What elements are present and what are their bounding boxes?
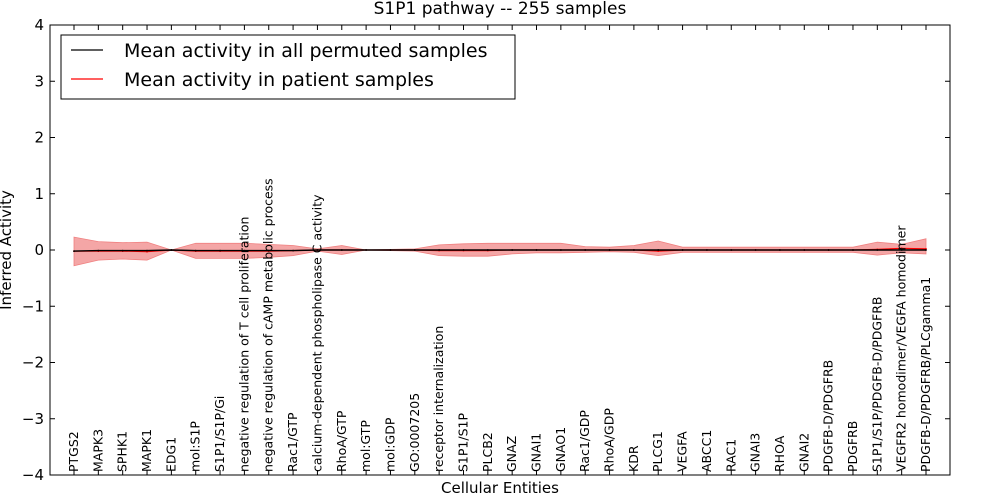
legend-label-patient: Mean activity in patient samples xyxy=(124,69,434,91)
y-tick-label: −3 xyxy=(22,410,44,428)
permuted-point-14 xyxy=(413,249,416,251)
x-tick-label: S1P1/S1P/Gi xyxy=(212,396,227,472)
y-tick-label: 4 xyxy=(34,16,44,34)
permuted-point-26 xyxy=(706,249,708,251)
permuted-point-17 xyxy=(486,249,489,251)
y-tick-label: 3 xyxy=(34,72,44,90)
x-tick-label: EDG1 xyxy=(163,437,178,472)
x-tick-label: PLCB2 xyxy=(480,432,495,472)
permuted-point-11 xyxy=(340,249,343,251)
x-tick-label: Rac1/GTP xyxy=(285,412,300,472)
permuted-point-3 xyxy=(146,249,148,252)
x-tick-label: GNAI1 xyxy=(529,433,544,472)
x-tick-label: GO:0007205 xyxy=(407,393,422,472)
y-tick-label: 1 xyxy=(34,185,44,203)
x-tick-label: Rac1/GDP xyxy=(577,410,592,472)
x-tick-label: negative regulation of T cell proliferat… xyxy=(236,217,251,472)
x-tick-label: GNAO1 xyxy=(553,427,568,472)
permuted-point-6 xyxy=(219,249,222,252)
y-tick-label: −4 xyxy=(22,466,44,484)
x-tick-label: VEGFA xyxy=(675,431,690,472)
x-tick-label: GNAI2 xyxy=(796,433,811,472)
chart-title: S1P1 pathway -- 255 samples xyxy=(374,0,627,19)
y-axis: −4 −3 −2 −1 0 1 2 3 4 xyxy=(22,16,950,484)
permuted-point-7 xyxy=(243,249,246,252)
permuted-point-19 xyxy=(535,249,538,251)
patient-point-34 xyxy=(900,247,903,250)
x-tick-label: RHOA xyxy=(772,435,787,472)
permuted-point-1 xyxy=(97,249,100,252)
x-tick-label: MAPK1 xyxy=(139,429,154,472)
permuted-point-23 xyxy=(633,249,635,251)
permuted-point-12 xyxy=(365,249,367,251)
permuted-point-2 xyxy=(121,249,124,252)
x-tick-label: KDR xyxy=(626,445,641,472)
permuted-point-0 xyxy=(73,250,75,253)
x-tick-label: negative regulation of cAMP metabolic pr… xyxy=(261,178,276,472)
permuted-point-29 xyxy=(779,249,781,251)
x-axis: PTGS2 MAPK3 SPHK1 MAPK1 EDG1 mol:S1P S1P1/S1P/… xyxy=(66,25,933,475)
permuted-point-27 xyxy=(730,249,733,251)
permuted-point-30 xyxy=(803,249,806,251)
legend-label-permuted: Mean activity in all permuted samples xyxy=(124,40,487,62)
x-tick-label: S1P1/S1P/PDGFB-D/PDGFRB xyxy=(869,297,884,473)
permuted-point-4 xyxy=(170,249,173,251)
permuted-point-8 xyxy=(267,249,270,252)
permuted-point-34 xyxy=(900,249,903,251)
permuted-point-31 xyxy=(827,249,830,251)
x-tick-label: mol:GDP xyxy=(383,417,398,472)
x-tick-label: receptor internalization xyxy=(431,326,446,472)
x-tick-label: PDGFB-D/PDGFRB xyxy=(821,360,836,472)
x-tick-label: GNAZ xyxy=(504,436,519,472)
x-tick-label: PDGFB-D/PDGFRB/PLCgamma1 xyxy=(918,277,933,472)
y-tick-label: 0 xyxy=(34,241,44,259)
permuted-point-35 xyxy=(925,249,927,251)
x-tick-label: ABCC1 xyxy=(699,430,714,472)
x-tick-label: calcium-dependent phospholipase C activi… xyxy=(309,194,324,472)
permuted-point-33 xyxy=(876,249,879,251)
x-tick-label: mol:GTP xyxy=(358,420,373,472)
legend-box xyxy=(60,34,516,100)
y-axis-label: Inferred Activity xyxy=(0,190,15,310)
x-axis-label: Cellular Entities xyxy=(441,479,559,497)
permuted-point-13 xyxy=(389,249,392,251)
permuted-point-32 xyxy=(852,249,854,251)
x-tick-label: RAC1 xyxy=(723,439,738,472)
permuted-point-5 xyxy=(194,249,197,252)
x-tick-label: VEGFR2 homodimer/VEGFA homodimer xyxy=(894,225,909,472)
x-tick-label: MAPK3 xyxy=(90,429,105,472)
x-tick-label: PLCG1 xyxy=(650,431,665,472)
x-tick-label: mol:S1P xyxy=(188,421,203,472)
series-line-layer xyxy=(73,247,927,253)
permuted-point-15 xyxy=(438,249,440,251)
y-tick-label: 2 xyxy=(34,129,44,147)
x-tick-label: GNAI3 xyxy=(748,433,763,472)
y-tick-label: −2 xyxy=(22,354,44,372)
permuted-point-10 xyxy=(316,249,319,251)
permuted-point-22 xyxy=(608,249,611,251)
permuted-point-24 xyxy=(657,249,660,251)
permuted-point-9 xyxy=(292,249,294,252)
permuted-point-16 xyxy=(462,249,465,251)
x-tick-label: S1P1/S1P xyxy=(456,413,471,472)
series-line-permuted xyxy=(73,249,926,252)
legend: Mean activity in all permuted samples Me… xyxy=(60,34,516,100)
x-tick-label: RhoA/GTP xyxy=(334,410,349,472)
permuted-point-28 xyxy=(754,249,757,251)
permuted-point-21 xyxy=(584,249,587,251)
permuted-point-18 xyxy=(511,249,514,251)
x-tick-label: SPHK1 xyxy=(115,431,130,472)
permuted-point-25 xyxy=(681,249,684,251)
x-tick-label: RhoA/GDP xyxy=(602,408,617,472)
x-tick-label: PDGFRB xyxy=(845,421,860,472)
y-tick-label: −1 xyxy=(22,297,44,315)
permuted-point-20 xyxy=(560,249,562,251)
x-tick-label: PTGS2 xyxy=(66,431,81,472)
